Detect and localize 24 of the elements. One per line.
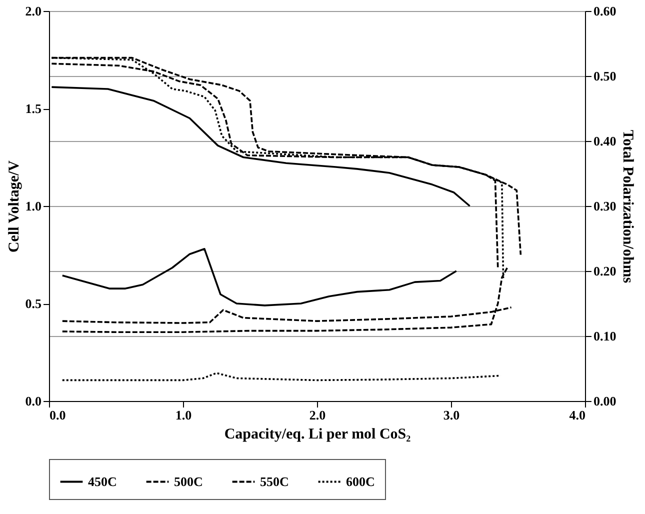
y2-tick-label: 0.50 (594, 68, 616, 84)
x-tick-label: 2.0 (309, 408, 326, 422)
y2-tick-label: 0.00 (594, 394, 616, 408)
y-axis-title: Cell Voltage/V (6, 160, 22, 253)
y-tick-label: 1.0 (25, 198, 42, 214)
legend-label: 600C (346, 474, 375, 489)
y2-axis-title: Total Polarization/ohms (619, 130, 636, 284)
x-tick-label: 0.0 (50, 408, 66, 422)
x-tick-label: 3.0 (443, 408, 460, 422)
y2-tick-label: 0.60 (594, 4, 616, 18)
legend-label: 500C (174, 474, 203, 489)
y-tick-label: 2.0 (25, 4, 42, 18)
y2-tick-label: 0.40 (594, 134, 616, 148)
y-tick-label: 0.5 (25, 296, 42, 311)
y2-tick-label: 0.20 (594, 264, 616, 278)
y2-tick-label: 0.30 (594, 198, 616, 214)
y2-tick-label: 0.10 (594, 328, 616, 344)
legend-label: 450C (88, 474, 117, 489)
legend-label: 550C (260, 474, 289, 489)
y-tick-label: 1.5 (25, 101, 42, 116)
x-axis-title: Capacity/eq. Li per mol CoS₂ (224, 426, 412, 442)
y-tick-label: 0.0 (25, 394, 42, 408)
x-tick-label: 4.0 (569, 408, 586, 422)
x-tick-label: 1.0 (175, 408, 192, 422)
